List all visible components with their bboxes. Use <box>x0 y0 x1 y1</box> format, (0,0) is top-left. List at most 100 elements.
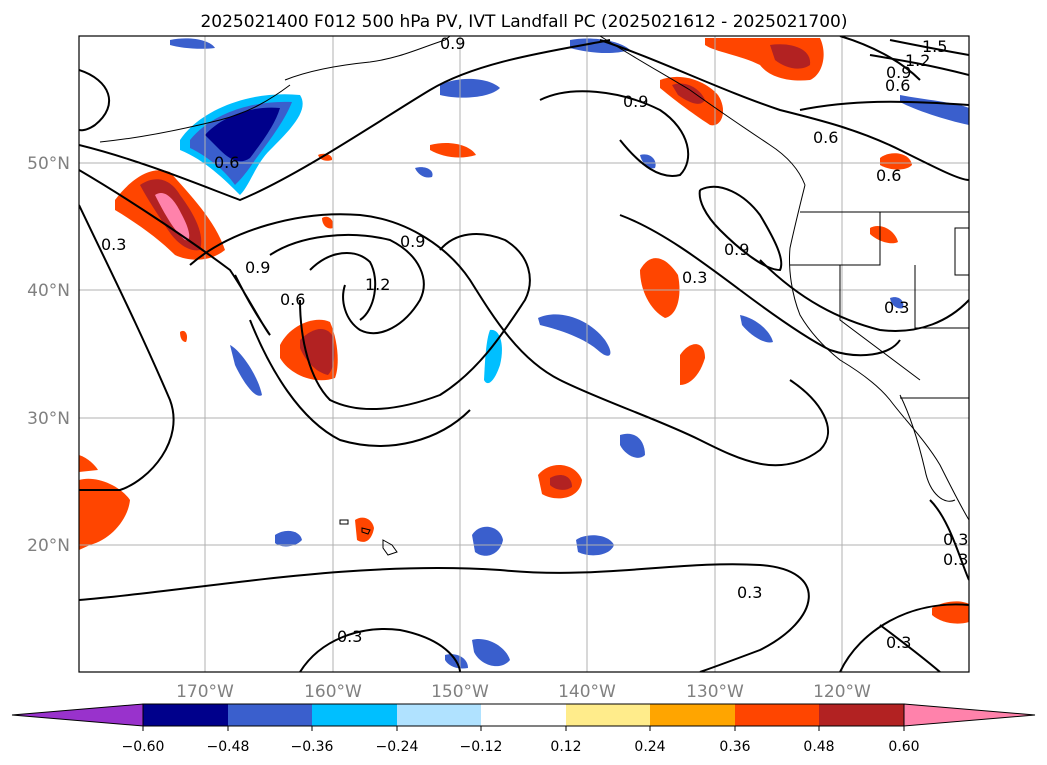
pos-anomaly-blob <box>318 153 333 161</box>
contour-line <box>599 39 969 181</box>
neg-anomaly-blob <box>740 315 773 343</box>
lon-label: 140°W <box>558 682 616 702</box>
contour-label: 1.2 <box>365 275 390 294</box>
lat-labels: 50°N 40°N 30°N 20°N <box>27 154 70 556</box>
colorbar-bin <box>228 704 312 726</box>
contour-label: 0.6 <box>885 76 910 95</box>
contour-line <box>79 69 111 132</box>
contour-line <box>839 603 969 672</box>
pos-anomaly-blob <box>180 330 188 342</box>
contour-label: 0.9 <box>886 63 911 82</box>
contour-line <box>269 234 425 335</box>
lon-label: 150°W <box>431 682 489 702</box>
colorbar-bin <box>819 704 904 726</box>
contour-label: 0.6 <box>214 153 239 172</box>
neg-anomaly-blob <box>538 314 611 356</box>
neg-anomaly-blob <box>230 345 262 396</box>
neg-anomaly-blob <box>890 297 904 309</box>
contour-label: 1.5 <box>922 37 947 56</box>
pos-anomaly-blob <box>672 83 705 104</box>
colorbar-ticks <box>142 726 905 731</box>
lat-label: 50°N <box>27 154 70 174</box>
pos-anomaly-blob <box>355 517 374 542</box>
neg-anomaly-blob <box>472 526 503 556</box>
contour-line <box>79 169 271 336</box>
lon-label: 130°W <box>686 682 744 702</box>
contour-label: 0.6 <box>813 128 838 147</box>
contour-line <box>79 39 611 202</box>
neg-anomaly-blob <box>415 167 433 178</box>
contour-line <box>539 90 690 177</box>
contour-label: 0.9 <box>440 34 465 53</box>
colorbar-bin <box>397 704 481 726</box>
contour-line <box>309 251 377 321</box>
lon-label: 170°W <box>176 682 234 702</box>
map-panel: 0.9 1.5 1.2 0.9 0.6 0.9 0.6 0.6 0.6 0.3 … <box>78 34 970 673</box>
contour-label: 0.9 <box>245 258 270 277</box>
contour-line <box>869 54 969 76</box>
colorbar-tick-label: −0.48 <box>207 739 250 755</box>
contour-label: 0.3 <box>337 627 362 646</box>
pos-anomaly-blob <box>155 192 190 241</box>
contour-label: 0.3 <box>737 583 762 602</box>
neg-anomaly-blob <box>205 107 280 162</box>
contour-label: 0.9 <box>623 92 648 111</box>
contour-label: 0.3 <box>886 633 911 652</box>
colorbar-tick-label: −0.12 <box>460 739 503 755</box>
us-west-coast <box>789 184 969 521</box>
contour-label: 0.3 <box>943 550 968 569</box>
lat-label: 40°N <box>27 281 70 301</box>
neg-anomaly-blob <box>620 433 645 458</box>
colorbar-tick-label: −0.60 <box>122 739 165 755</box>
pos-anomaly-blob <box>300 328 335 375</box>
state-border-wy <box>954 227 969 276</box>
colorbar-tick-labels: −0.60 −0.48 −0.36 −0.24 −0.12 0.12 0.24 … <box>122 739 920 755</box>
hawaii-big-island <box>382 539 398 556</box>
contour-label: 0.9 <box>400 232 425 251</box>
contour-line <box>619 214 901 357</box>
contour-label: 0.3 <box>943 530 968 549</box>
coastlines <box>99 36 969 556</box>
pos-anomaly-blob <box>550 475 572 490</box>
colorbar-bin <box>650 704 735 726</box>
lat-label: 20°N <box>27 536 70 556</box>
colorbar-tick-label: −0.24 <box>376 739 419 755</box>
colorbar-tick-label: −0.36 <box>291 739 334 755</box>
contour-label: 0.3 <box>682 268 707 287</box>
pos-anomaly-blob <box>430 143 476 158</box>
colorbar-tick-label: 0.48 <box>803 739 834 755</box>
pos-anomaly-blob <box>79 455 98 472</box>
ivt-contours <box>79 36 969 672</box>
contour-label: 0.9 <box>724 240 749 259</box>
shaded-anomalies <box>79 38 969 669</box>
pos-anomaly-blob <box>640 258 680 318</box>
pos-anomaly-blob <box>680 344 705 385</box>
neg-anomaly-blob <box>640 154 656 169</box>
neg-anomaly-blob <box>440 78 500 98</box>
colorbar-bin <box>566 704 650 726</box>
contour-line <box>889 39 969 56</box>
hawaii-islands <box>339 519 371 535</box>
contour-label: 0.3 <box>101 235 126 254</box>
aleutian-chain <box>99 84 291 143</box>
lon-label: 120°W <box>813 682 871 702</box>
contour-line <box>189 213 830 467</box>
neg-anomaly-blob <box>472 639 510 667</box>
neg-anomaly-blob <box>275 530 302 547</box>
colorbar-bin <box>735 704 819 726</box>
graticule <box>79 36 969 672</box>
colorbar-tick-label: 0.60 <box>888 739 919 755</box>
contour-line <box>79 563 810 672</box>
neg-anomaly-blob <box>570 38 630 54</box>
map-title: 2025021400 F012 500 hPa PV, IVT Landfall… <box>200 12 847 32</box>
contour-label: 0.6 <box>876 166 901 185</box>
map-frame <box>78 35 970 673</box>
colorbar-tick-label: 0.36 <box>719 739 750 755</box>
contour-line <box>698 185 783 272</box>
colorbar-tick-label: 0.12 <box>550 739 581 755</box>
lon-label: 160°W <box>304 682 362 702</box>
contour-label: 0.6 <box>280 290 305 309</box>
contour-line <box>299 233 531 410</box>
pos-anomaly-blob <box>870 225 898 244</box>
